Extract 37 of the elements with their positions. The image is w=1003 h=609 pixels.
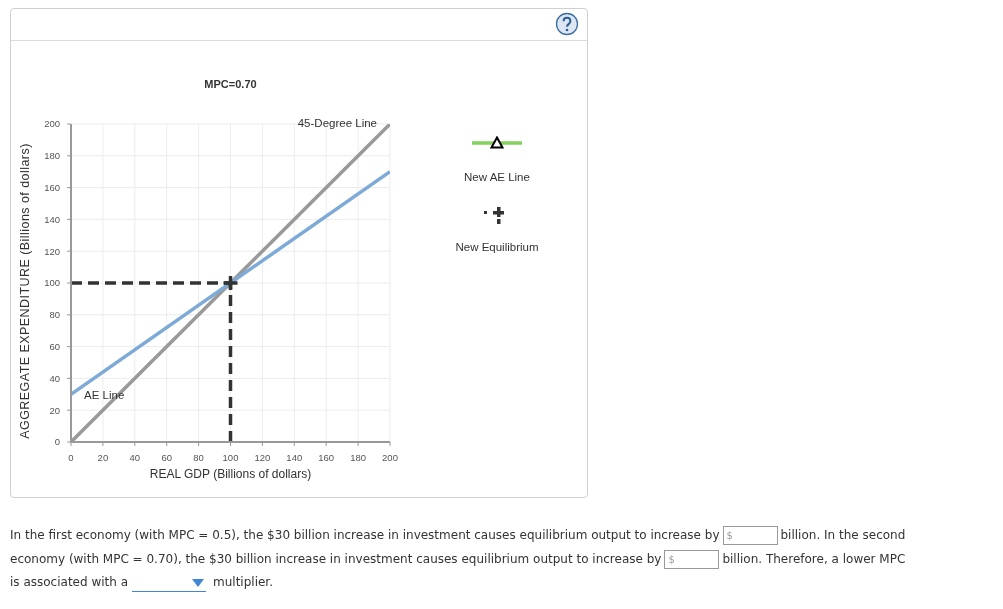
text: billion. In the second — [780, 528, 906, 542]
y-tick-label: 160 — [44, 181, 60, 193]
y-tick-label: 60 — [49, 340, 60, 352]
y-axis-title: AGGREGATE EXPENDITURE (Billions of dollars) — [18, 143, 32, 439]
text: In the first economy (with MPC = 0.5), the $30 billion increase in investment causes equilibrium output to increase by — [10, 528, 720, 542]
y-tick-label: 0 — [54, 436, 60, 448]
text: is associated with a — [10, 575, 129, 589]
series-label: AE Line — [84, 389, 125, 402]
text: multiplier. — [213, 575, 274, 589]
chart-title: MPC=0.70 — [203, 78, 258, 90]
x-tick-label: 160 — [318, 451, 335, 463]
y-tick-label: 140 — [44, 213, 60, 225]
x-tick-label: 40 — [129, 451, 141, 463]
y-tick-label: 40 — [49, 372, 60, 384]
x-tick-label: 120 — [254, 451, 271, 463]
x-tick-label: 140 — [286, 451, 303, 463]
text: New AE Line — [463, 171, 531, 183]
y-tick-label: 180 — [44, 150, 60, 162]
x-tick-label: 200 — [382, 451, 398, 463]
y-tick-label: 20 — [49, 404, 60, 416]
x-tick-label: 20 — [97, 451, 109, 463]
x-tick-label: 100 — [222, 451, 239, 463]
x-tick-label: 0 — [68, 451, 74, 463]
series-label: 45-Degree Line — [297, 117, 377, 129]
text: billion. Therefore, a lower MPC — [722, 551, 906, 566]
text-field: $ — [664, 549, 720, 569]
x-tick-label: 80 — [193, 451, 204, 463]
y-tick-label: 100 — [44, 277, 60, 289]
x-tick-label: 180 — [350, 451, 367, 463]
x-axis-title: REAL GDP (Billions of dollars) — [148, 467, 313, 481]
y-tick-label: 80 — [49, 309, 60, 321]
y-tick-label: 120 — [44, 245, 60, 257]
y-tick-label: 200 — [44, 118, 60, 130]
text-field: $ — [722, 526, 778, 545]
text: New Equilibrium — [454, 241, 540, 253]
text: economy (with MPC = 0.70), the $30 billion increase in investment causes equilibrium output to increase by — [10, 551, 662, 566]
x-tick-label: 60 — [161, 451, 172, 463]
